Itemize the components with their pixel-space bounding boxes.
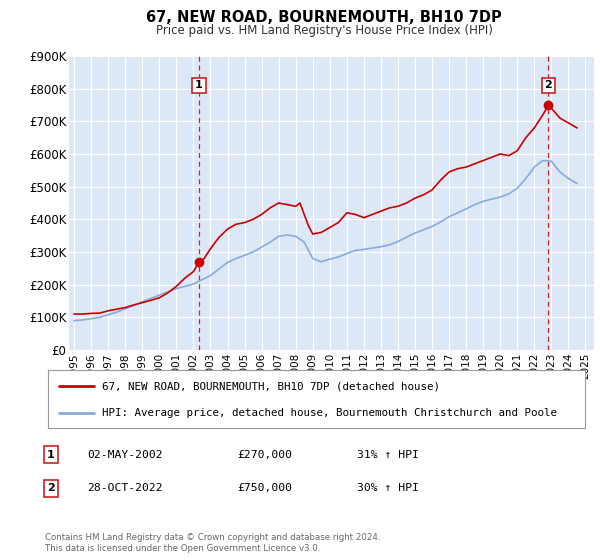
Text: 2: 2 — [545, 81, 553, 90]
Text: HPI: Average price, detached house, Bournemouth Christchurch and Poole: HPI: Average price, detached house, Bour… — [102, 408, 557, 418]
Text: 67, NEW ROAD, BOURNEMOUTH, BH10 7DP (detached house): 67, NEW ROAD, BOURNEMOUTH, BH10 7DP (det… — [102, 381, 440, 391]
Text: 67, NEW ROAD, BOURNEMOUTH, BH10 7DP: 67, NEW ROAD, BOURNEMOUTH, BH10 7DP — [146, 10, 502, 25]
Text: 02-MAY-2002: 02-MAY-2002 — [87, 450, 163, 460]
Text: 1: 1 — [47, 450, 55, 460]
Text: Contains HM Land Registry data © Crown copyright and database right 2024.
This d: Contains HM Land Registry data © Crown c… — [45, 533, 380, 553]
Text: 1: 1 — [195, 81, 203, 90]
Text: 2: 2 — [47, 483, 55, 493]
Text: £750,000: £750,000 — [237, 483, 292, 493]
Text: 28-OCT-2022: 28-OCT-2022 — [87, 483, 163, 493]
Text: Price paid vs. HM Land Registry's House Price Index (HPI): Price paid vs. HM Land Registry's House … — [155, 24, 493, 37]
Text: £270,000: £270,000 — [237, 450, 292, 460]
Text: 31% ↑ HPI: 31% ↑ HPI — [357, 450, 419, 460]
Text: 30% ↑ HPI: 30% ↑ HPI — [357, 483, 419, 493]
